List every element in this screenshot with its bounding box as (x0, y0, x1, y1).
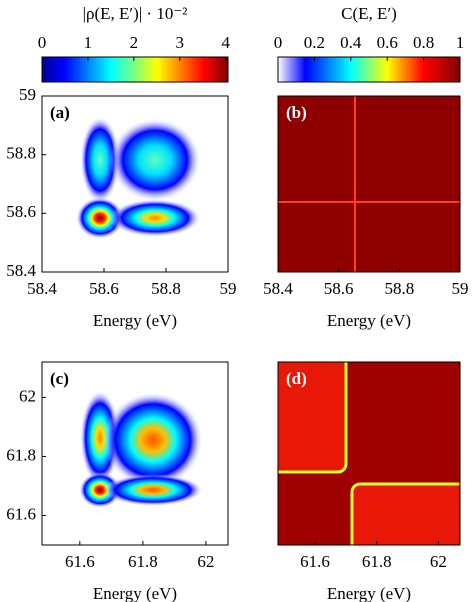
colorbar-tick-label: 0.6 (377, 33, 398, 52)
panel-label: (a) (50, 103, 70, 122)
x-tick-label: 61.8 (362, 552, 392, 571)
y-tick-label: 61.6 (6, 504, 36, 523)
region (278, 362, 348, 474)
x-tick-label: 61.8 (128, 552, 158, 571)
colorbar-tick-label: 3 (176, 33, 185, 52)
colorbar-tick-label: 1 (456, 33, 465, 52)
panel-label: (c) (50, 369, 69, 388)
x-tick-label: 61.6 (65, 552, 95, 571)
region (350, 482, 460, 545)
plot-frame (41, 95, 229, 273)
heatmap (42, 96, 228, 272)
x-tick-label: 59 (452, 279, 469, 298)
y-tick-label: 59 (19, 85, 36, 104)
x-axis-label: Energy (eV) (93, 311, 177, 330)
panel-label: (b) (286, 103, 307, 122)
colorbar (41, 56, 229, 83)
x-tick-label: 59 (220, 279, 237, 298)
colorbar-tick-label: 0.8 (413, 33, 434, 52)
x-axis-label: Energy (eV) (327, 584, 411, 602)
panel-label: (d) (286, 369, 307, 388)
colorbar-title: |ρ(E, E′)| · 10⁻² (83, 4, 188, 23)
y-tick-label: 58.6 (6, 202, 36, 221)
x-tick-label: 58.4 (27, 279, 57, 298)
heatmap-lobe (79, 472, 121, 508)
colorbar-title: C(E, E′) (341, 4, 397, 23)
heatmap-lobe (80, 116, 120, 204)
x-tick-label: 58.4 (263, 279, 293, 298)
y-tick-label: 62 (19, 386, 36, 405)
x-tick-label: 58.6 (324, 279, 354, 298)
heatmap-bg (278, 96, 460, 272)
plot-frame (277, 361, 461, 546)
colorbar-tick-label: 0.2 (304, 33, 325, 52)
heatmap-lobe (76, 197, 124, 239)
colorbar (277, 56, 461, 83)
y-tick-label: 58.8 (6, 144, 36, 163)
x-axis-label: Energy (eV) (93, 584, 177, 602)
colorbar-tick-label: 4 (221, 33, 230, 52)
heatmap (278, 362, 460, 545)
x-axis-label: Energy (eV) (327, 311, 411, 330)
heatmap-lobe (109, 118, 201, 202)
colorbar-tick-label: 0 (274, 33, 283, 52)
x-tick-label: 61.6 (300, 552, 330, 571)
y-tick-label: 61.8 (6, 445, 36, 464)
heatmap-lobe (109, 199, 201, 237)
x-tick-label: 58.8 (384, 279, 414, 298)
x-tick-label: 62 (197, 552, 214, 571)
colorbar-tick-label: 1 (84, 33, 93, 52)
colorbar-tick-label: 2 (130, 33, 139, 52)
x-tick-label: 62 (430, 552, 447, 571)
heatmap-lobe (103, 474, 203, 506)
colorbar-tick-label: 0.4 (340, 33, 362, 52)
colorbar-tick-label: 0 (38, 33, 47, 52)
x-tick-label: 58.6 (89, 279, 119, 298)
heatmap-lobe (103, 392, 203, 488)
y-tick-label: 58.4 (6, 261, 36, 280)
plot-frame (41, 361, 229, 546)
plot-frame (277, 95, 461, 273)
x-tick-label: 58.8 (151, 279, 181, 298)
heatmap (278, 96, 460, 272)
heatmap (42, 362, 228, 545)
